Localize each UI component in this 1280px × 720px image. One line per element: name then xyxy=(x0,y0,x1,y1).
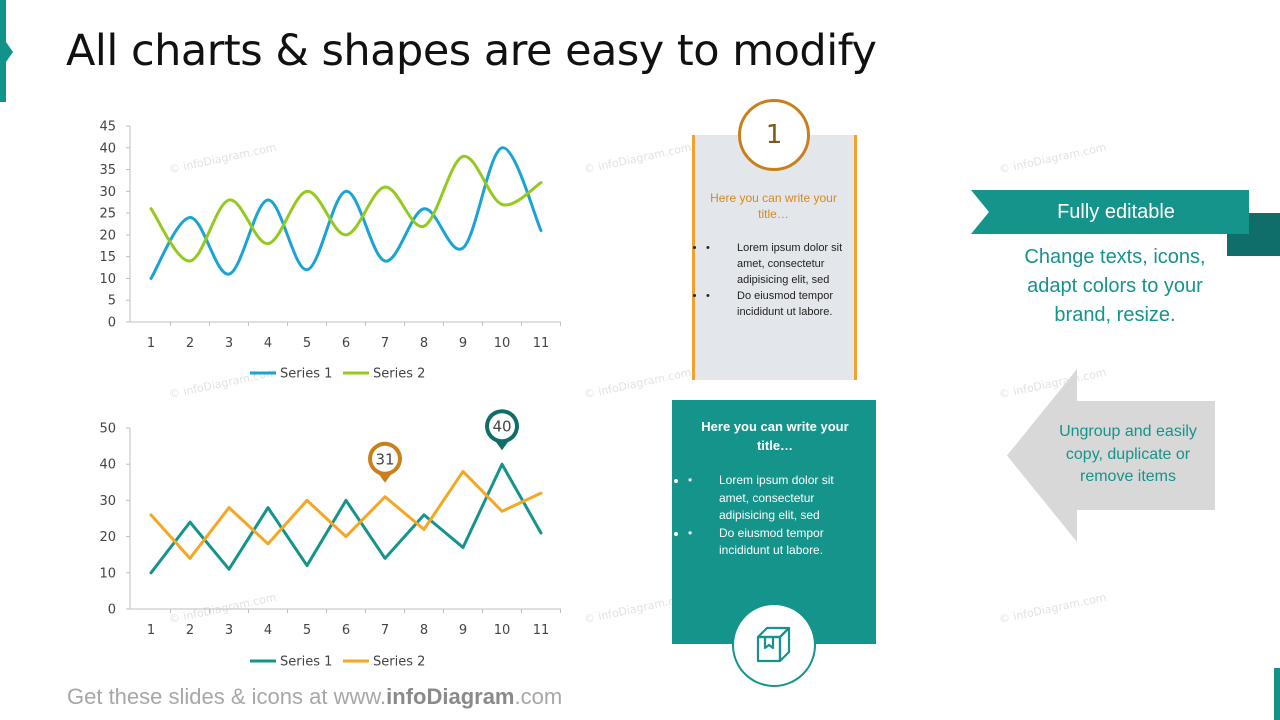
x-tick-label: 2 xyxy=(186,336,194,351)
x-tick-label: 1 xyxy=(147,336,155,351)
y-tick-label: 40 xyxy=(99,458,116,473)
value-callout: 31 xyxy=(368,441,402,483)
legend-label: Series 2 xyxy=(373,367,425,382)
series-line-2 xyxy=(149,154,543,263)
x-tick-label: 11 xyxy=(533,623,550,638)
series-line-2 xyxy=(149,469,543,560)
x-tick-label: 3 xyxy=(225,623,233,638)
card1-bullet-list: Lorem ipsum dolor sit amet, consectetur … xyxy=(706,240,846,320)
value-callout: 40 xyxy=(485,409,519,451)
x-tick-label: 1 xyxy=(147,623,155,638)
card2-bullet-list: Lorem ipsum dolor sit amet, consectetur … xyxy=(688,472,858,560)
ribbon-label: Fully editable xyxy=(1057,200,1175,223)
x-tick-label: 5 xyxy=(303,336,311,351)
x-tick-label: 4 xyxy=(264,336,272,351)
left-accent-notch xyxy=(6,42,13,62)
x-tick-label: 5 xyxy=(303,623,311,638)
y-tick-label: 30 xyxy=(99,494,116,509)
x-tick-label: 9 xyxy=(459,623,467,638)
footer-brand: infoDiagram xyxy=(386,684,515,709)
x-tick-label: 7 xyxy=(381,336,389,351)
right-accent-bar xyxy=(1274,668,1280,720)
watermark: © infoDiagram.com xyxy=(997,365,1108,402)
y-tick-label: 10 xyxy=(99,272,116,287)
footer-credit: Get these slides & icons at www.infoDiag… xyxy=(67,684,562,710)
series-line-1 xyxy=(149,462,543,575)
y-tick-label: 40 xyxy=(99,141,116,156)
ribbon-description: Change texts, icons, adapt colors to you… xyxy=(1024,246,1206,326)
x-tick-label: 8 xyxy=(420,336,428,351)
y-tick-label: 20 xyxy=(99,530,116,545)
card1-title: Here you can write your title… xyxy=(710,191,837,221)
y-tick-label: 20 xyxy=(99,228,116,243)
footer-suffix: .com xyxy=(514,684,563,709)
card2-title: Here you can write your title… xyxy=(701,419,849,453)
y-tick-label: 35 xyxy=(99,163,116,178)
left-accent-bar xyxy=(0,0,6,102)
y-tick-label: 5 xyxy=(108,294,116,309)
callout-face xyxy=(489,413,515,440)
x-tick-label: 6 xyxy=(342,623,350,638)
watermark: © infoDiagram.com xyxy=(997,140,1108,177)
legend-label: Series 1 xyxy=(280,655,332,670)
callout-face xyxy=(372,445,398,472)
x-tick-label: 4 xyxy=(264,623,272,638)
x-tick-label: 3 xyxy=(225,336,233,351)
x-tick-label: 2 xyxy=(186,623,194,638)
callout-value-label: 31 xyxy=(375,450,394,468)
y-tick-label: 15 xyxy=(99,250,116,265)
x-tick-label: 11 xyxy=(533,336,550,351)
y-tick-label: 0 xyxy=(108,316,116,331)
x-tick-label: 6 xyxy=(342,336,350,351)
page-title: All charts & shapes are easy to modify xyxy=(66,26,877,76)
x-tick-label: 10 xyxy=(494,336,511,351)
legend-label: Series 2 xyxy=(373,655,425,670)
y-tick-label: 25 xyxy=(99,207,116,222)
watermark: © infoDiagram.com xyxy=(997,590,1108,627)
arrow-description: Ungroup and easily copy, duplicate or re… xyxy=(1059,423,1197,485)
card1-bullet: Lorem ipsum dolor sit amet, consectetur … xyxy=(706,240,846,288)
fully-editable-ribbon: Fully editable xyxy=(971,190,1249,234)
card2-icon-badge xyxy=(732,603,816,687)
card1-number-badge: 1 xyxy=(738,99,810,171)
footer-prefix: Get these slides & icons at www. xyxy=(67,684,387,709)
card2-bullet: Do eiusmod tempor incididunt ut labore. xyxy=(688,525,858,560)
box-icon xyxy=(756,626,791,663)
x-tick-label: 9 xyxy=(459,336,467,351)
straight-line-chart: 0 10 20 30 40 50 1 2 3 4 5 6 7 8 9 10 11 Series 1 Series 2… xyxy=(99,409,561,670)
x-tick-label: 7 xyxy=(381,623,389,638)
y-tick-label: 30 xyxy=(99,185,116,200)
y-tick-label: 50 xyxy=(99,422,116,437)
series-line-1 xyxy=(149,146,543,280)
y-tick-label: 45 xyxy=(99,120,116,135)
legend-label: Series 1 xyxy=(280,367,332,382)
x-tick-label: 10 xyxy=(494,623,511,638)
card2-bullet: Lorem ipsum dolor sit amet, consectetur … xyxy=(688,472,858,525)
card1-bullet: Do eiusmod tempor incididunt ut labore. xyxy=(706,288,846,320)
y-tick-label: 0 xyxy=(108,603,116,618)
y-tick-label: 10 xyxy=(99,566,116,581)
callout-value-label: 40 xyxy=(492,418,511,436)
x-tick-label: 8 xyxy=(420,623,428,638)
